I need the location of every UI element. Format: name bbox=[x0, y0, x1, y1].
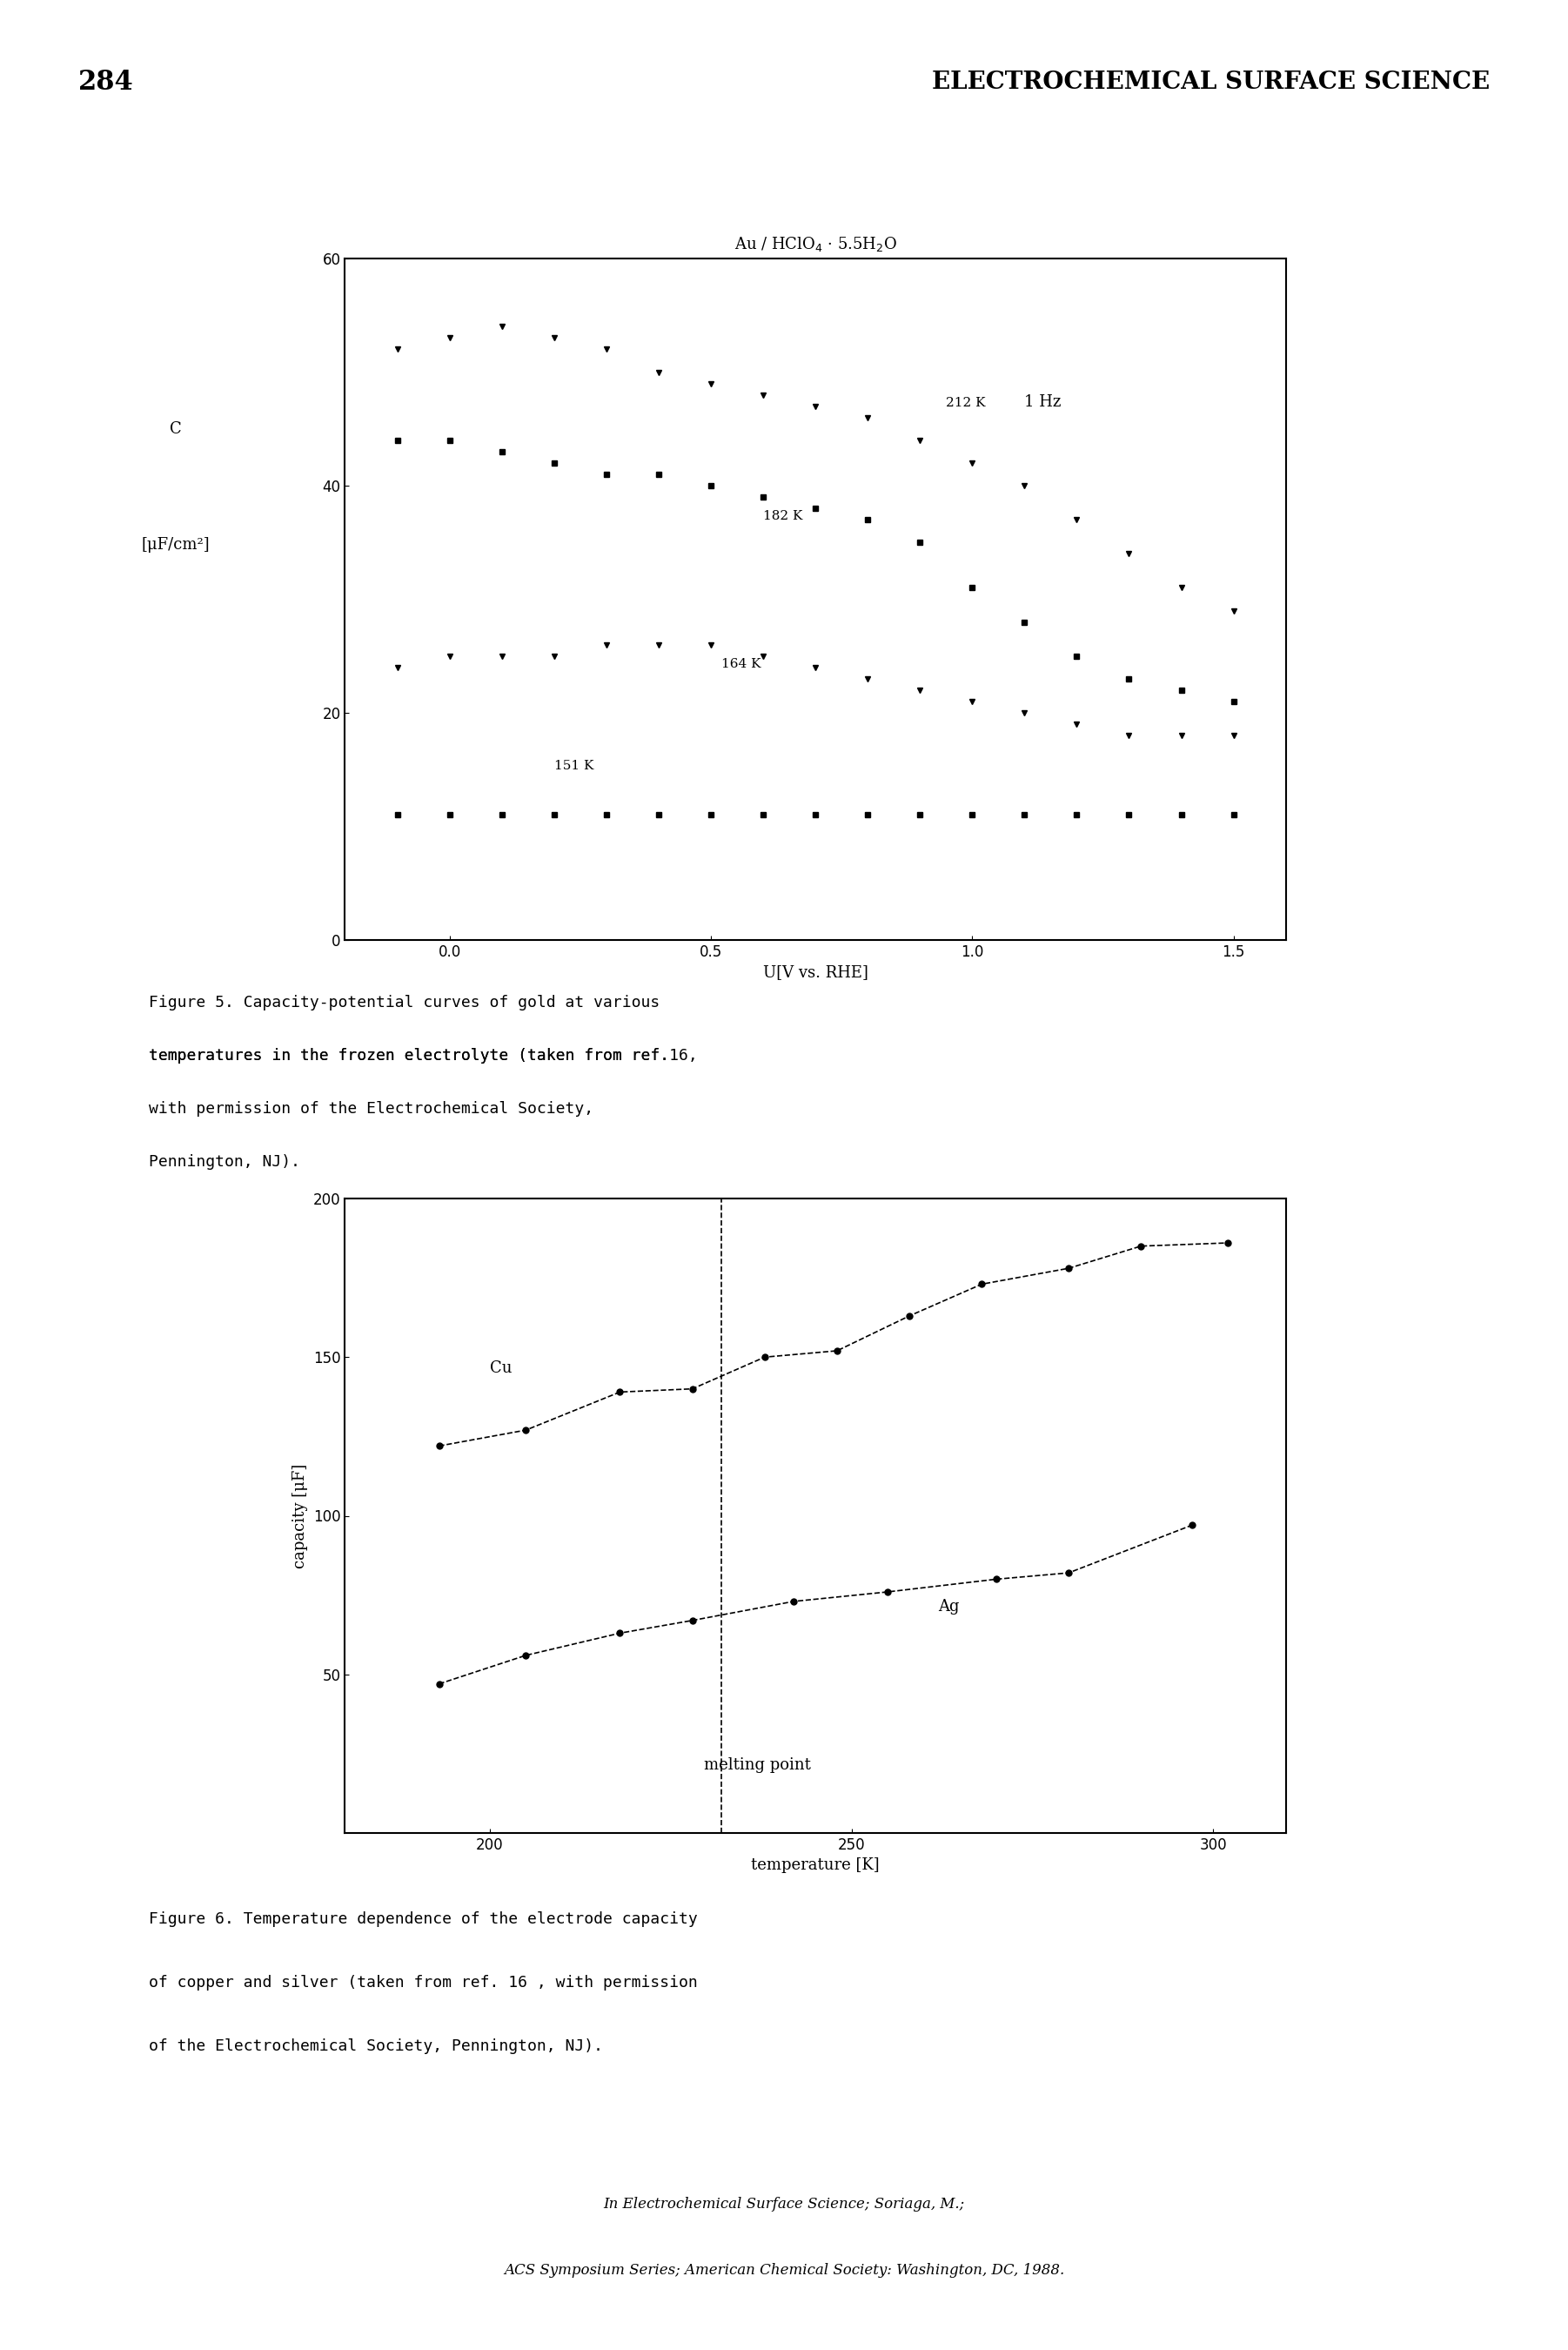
Text: 1 Hz: 1 Hz bbox=[1024, 395, 1062, 409]
Text: of the Electrochemical Society, Pennington, NJ).: of the Electrochemical Society, Penningt… bbox=[149, 2037, 604, 2054]
Text: 151 K: 151 K bbox=[554, 759, 594, 773]
Text: 182 K: 182 K bbox=[764, 510, 803, 522]
Text: Figure 5. Capacity-potential curves of gold at various: Figure 5. Capacity-potential curves of g… bbox=[149, 996, 660, 1010]
Text: Figure 6. Temperature dependence of the electrode capacity: Figure 6. Temperature dependence of the … bbox=[149, 1913, 698, 1927]
Title: Au / HClO$_4$ · 5.5H$_2$O: Au / HClO$_4$ · 5.5H$_2$O bbox=[734, 235, 897, 254]
Text: 164 K: 164 K bbox=[721, 658, 760, 670]
X-axis label: U[V vs. RHE]: U[V vs. RHE] bbox=[762, 966, 869, 980]
Text: Pennington, NJ).: Pennington, NJ). bbox=[149, 1154, 301, 1170]
Text: of copper and silver (taken from ref. 16 , with permission: of copper and silver (taken from ref. 16… bbox=[149, 1974, 698, 1990]
Y-axis label: capacity [μF]: capacity [μF] bbox=[293, 1464, 309, 1567]
Text: [μF/cm²]: [μF/cm²] bbox=[141, 536, 210, 552]
Text: melting point: melting point bbox=[704, 1758, 811, 1772]
Text: with permission of the Electrochemical Society,: with permission of the Electrochemical S… bbox=[149, 1100, 594, 1116]
Text: Cu: Cu bbox=[489, 1361, 511, 1377]
Text: In Electrochemical Surface Science; Soriaga, M.;: In Electrochemical Surface Science; Sori… bbox=[604, 2197, 964, 2211]
X-axis label: temperature [K]: temperature [K] bbox=[751, 1859, 880, 1873]
Text: ELECTROCHEMICAL SURFACE SCIENCE: ELECTROCHEMICAL SURFACE SCIENCE bbox=[931, 70, 1490, 94]
Text: 284: 284 bbox=[78, 68, 133, 96]
Text: temperatures in the frozen electrolyte (taken from ref.: temperatures in the frozen electrolyte (… bbox=[149, 1048, 670, 1065]
Text: C: C bbox=[169, 421, 182, 437]
Text: Ag: Ag bbox=[938, 1598, 960, 1614]
Text: temperatures in the frozen electrolyte (taken from ref.16,: temperatures in the frozen electrolyte (… bbox=[149, 1048, 698, 1065]
Text: 212 K: 212 K bbox=[946, 397, 986, 409]
Text: ACS Symposium Series; American Chemical Society: Washington, DC, 1988.: ACS Symposium Series; American Chemical … bbox=[503, 2263, 1065, 2277]
